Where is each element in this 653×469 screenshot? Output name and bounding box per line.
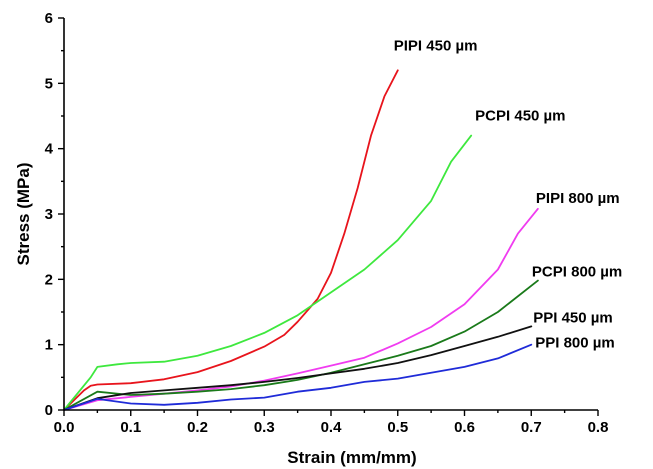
y-axis-title: Stress (MPa) [14,163,33,266]
y-tick-label: 2 [45,271,53,288]
series-line-pcpi-450-m [63,134,473,411]
x-tick-label: 0.7 [521,419,542,436]
x-tick-label: 0.1 [120,419,141,436]
x-tick-label: 0.0 [54,419,75,436]
series-label-pcpi-450-m: PCPI 450 µm [475,108,565,125]
series-line-ppi-800-m [63,343,533,411]
y-tick-label: 1 [45,337,53,354]
y-tick-label: 5 [45,75,53,92]
axes-layer [63,18,598,411]
series-line-pcpi-800-m [63,279,539,411]
series-layer [63,69,539,411]
series-label-ppi-800-m: PPI 800 µm [535,335,615,352]
series-label-pipi-800-m: PIPI 800 µm [536,190,620,207]
x-tick-label: 0.5 [387,419,408,436]
series-line-ppi-450-m [63,325,533,411]
series-labels: PIPI 450 µm PCPI 450 µm PIPI 800 µm PCPI 80… [394,37,623,351]
series-label-pipi-450-m: PIPI 450 µm [394,37,478,54]
series-line-pipi-800-m [63,207,539,411]
x-tick-label: 0.2 [187,419,208,436]
x-ticks: 0.0 0.1 0.2 0.3 0.4 0.5 0.6 0.7 0.8 [54,410,609,436]
x-tick-label: 0.8 [588,419,609,436]
y-tick-label: 4 [45,141,54,158]
series-line-pipi-450-m [63,69,399,411]
y-tick-label: 0 [45,402,53,419]
x-tick-label: 0.4 [321,419,343,436]
x-tick-label: 0.6 [454,419,475,436]
y-tick-label: 6 [45,10,53,27]
series-label-ppi-450-m: PPI 450 µm [533,309,613,326]
series-label-pcpi-800-m: PCPI 800 µm [532,264,622,281]
y-tick-label: 3 [45,206,53,223]
x-axis-title: Strain (mm/mm) [287,448,416,467]
x-tick-label: 0.3 [254,419,275,436]
y-ticks: 0 1 2 3 4 5 6 [45,10,64,419]
